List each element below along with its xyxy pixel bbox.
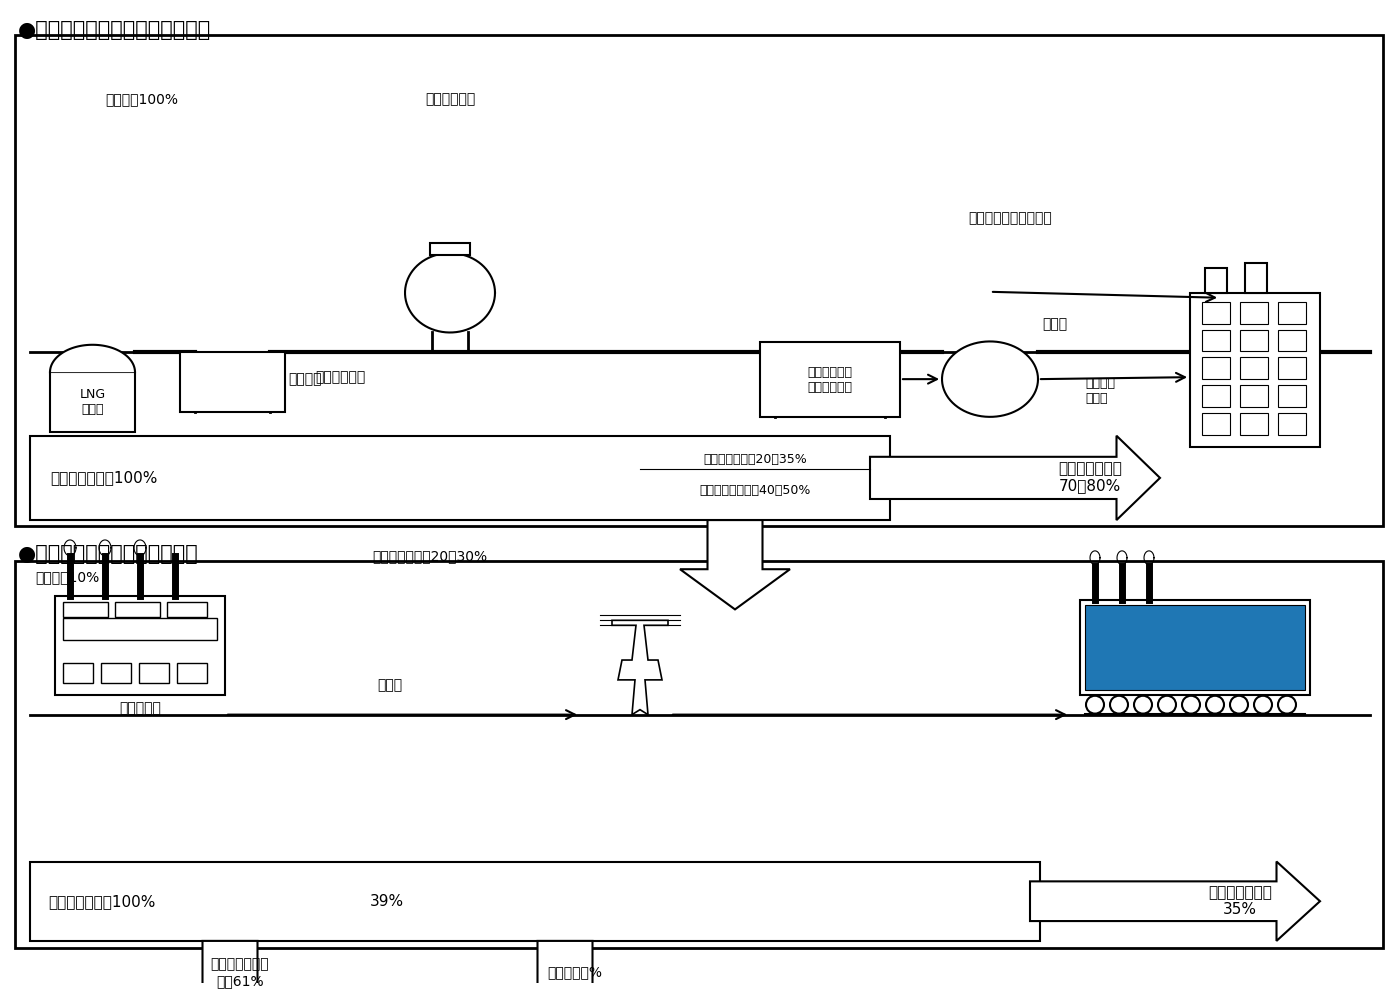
Text: 発電機: 発電機 [1042,318,1067,332]
Text: 有効利用可能排熱40～50%: 有効利用可能排熱40～50% [700,484,810,497]
Polygon shape [175,940,285,990]
Text: 39%: 39% [370,894,404,909]
Polygon shape [612,621,668,715]
Text: 排熱利用熱エネルギー: 排熱利用熱エネルギー [968,211,1052,226]
Text: 一次エネルギー100%: 一次エネルギー100% [47,894,155,909]
Text: 総合エネルギー
70～80%: 総合エネルギー 70～80% [1058,461,1122,494]
Bar [15,35,1383,526]
Text: 発電効率10%: 発電効率10% [35,570,99,585]
Bar [1201,302,1229,324]
Bar [115,603,161,618]
Text: ●コージェネレーションシステム: ●コージェネレーションシステム [18,20,211,40]
Text: ●従来方式による発電システム: ●従来方式による発電システム [18,544,198,564]
Text: ガスエンジン
ガスタービン: ガスエンジン ガスタービン [807,365,852,394]
Bar [1245,263,1267,293]
Bar [1201,385,1229,407]
Bar [1241,330,1268,351]
Bar [1278,302,1306,324]
Bar [1278,330,1306,351]
Bar [1278,413,1306,435]
Text: 火力発電所: 火力発電所 [119,702,161,716]
Bar [63,619,217,641]
Bar [177,663,207,683]
Bar [168,603,207,618]
Bar [180,352,285,412]
Bar [1201,330,1229,351]
Bar [1190,293,1320,446]
Bar [54,596,225,695]
Bar [1201,357,1229,379]
Bar [101,663,131,683]
Text: 電気エネルギー20～35%: 電気エネルギー20～35% [703,452,807,466]
Bar [1278,385,1306,407]
Text: 送電ロス４%: 送電ロス４% [548,965,602,980]
Bar [15,560,1383,947]
Bar [63,603,108,618]
Text: 製造効率100%: 製造効率100% [105,92,177,106]
Bar [29,436,890,520]
Bar [50,372,136,432]
Polygon shape [942,342,1038,417]
Bar [29,861,1039,940]
Text: LNG
タンク: LNG タンク [80,388,106,416]
Bar [1241,385,1268,407]
Bar [760,343,900,417]
Text: 電気エネルギー
35%: 電気エネルギー 35% [1208,885,1271,918]
Text: 送電線: 送電線 [377,678,402,692]
Text: 一次エネルギー100%: 一次エネルギー100% [50,470,158,485]
Bar [1278,357,1306,379]
Polygon shape [50,345,136,372]
Text: ガスホルダー: ガスホルダー [425,92,475,106]
Polygon shape [405,253,495,333]
Text: 利用困難な排熱20～30%: 利用困難な排熱20～30% [373,548,488,562]
Bar [430,244,469,255]
Polygon shape [680,520,789,610]
Bar [1080,601,1310,695]
Bar [1085,606,1305,690]
Text: 利用していない
排熱61%: 利用していない 排熱61% [211,957,270,988]
Polygon shape [510,940,620,990]
Bar [1241,357,1268,379]
Bar [63,663,94,683]
Text: パイプライン: パイプライン [314,370,365,384]
Bar [138,663,169,683]
Text: 電気エネ
ルギー: 電気エネ ルギー [1085,377,1115,405]
Bar [1241,302,1268,324]
Polygon shape [1030,861,1320,940]
Bar [1241,413,1268,435]
Bar [1206,268,1227,293]
Text: 気化装置: 気化装置 [288,372,321,386]
Polygon shape [870,436,1160,520]
Bar [1201,413,1229,435]
